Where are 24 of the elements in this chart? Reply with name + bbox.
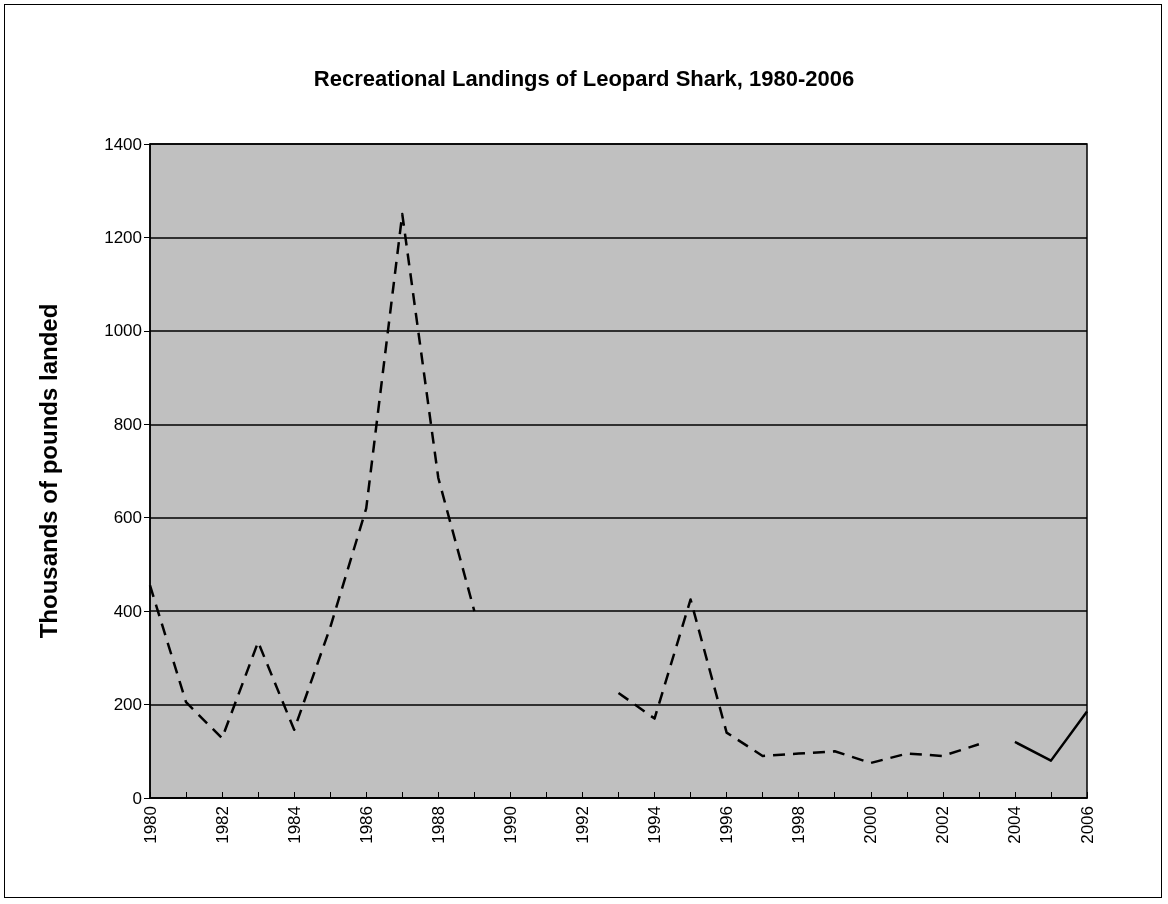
x-tick-label: 1998 [789,806,809,844]
x-tick-label: 1994 [645,806,665,844]
y-tick-label: 200 [113,695,142,715]
y-tick-label: 400 [113,601,142,621]
y-tick-label: 0 [132,788,142,808]
y-tick-label: 1200 [104,227,142,247]
x-tick-label: 1996 [717,806,737,844]
y-tick-label: 600 [113,508,142,528]
y-axis-title: Thousands of pounds landed [34,303,62,639]
x-tick-label: 2006 [1077,806,1097,844]
chart-title: Recreational Landings of Leopard Shark, 1980-2006 [313,65,855,91]
x-tick-label: 2004 [1005,806,1025,844]
x-tick-label: 2002 [933,806,953,844]
x-tick-label: 1992 [572,806,592,844]
y-tick-label: 800 [113,414,142,434]
y-tick-label: 1000 [104,321,142,341]
y-tick-label: 1400 [104,134,142,154]
x-tick-label: 2000 [861,806,881,844]
x-tick-label: 1982 [212,806,232,844]
x-tick-label: 1984 [284,806,304,844]
x-tick-label: 1990 [500,806,520,844]
x-tick-label: 1988 [428,806,448,844]
x-tick-label: 1986 [356,806,376,844]
x-tick-label: 1980 [140,806,160,844]
